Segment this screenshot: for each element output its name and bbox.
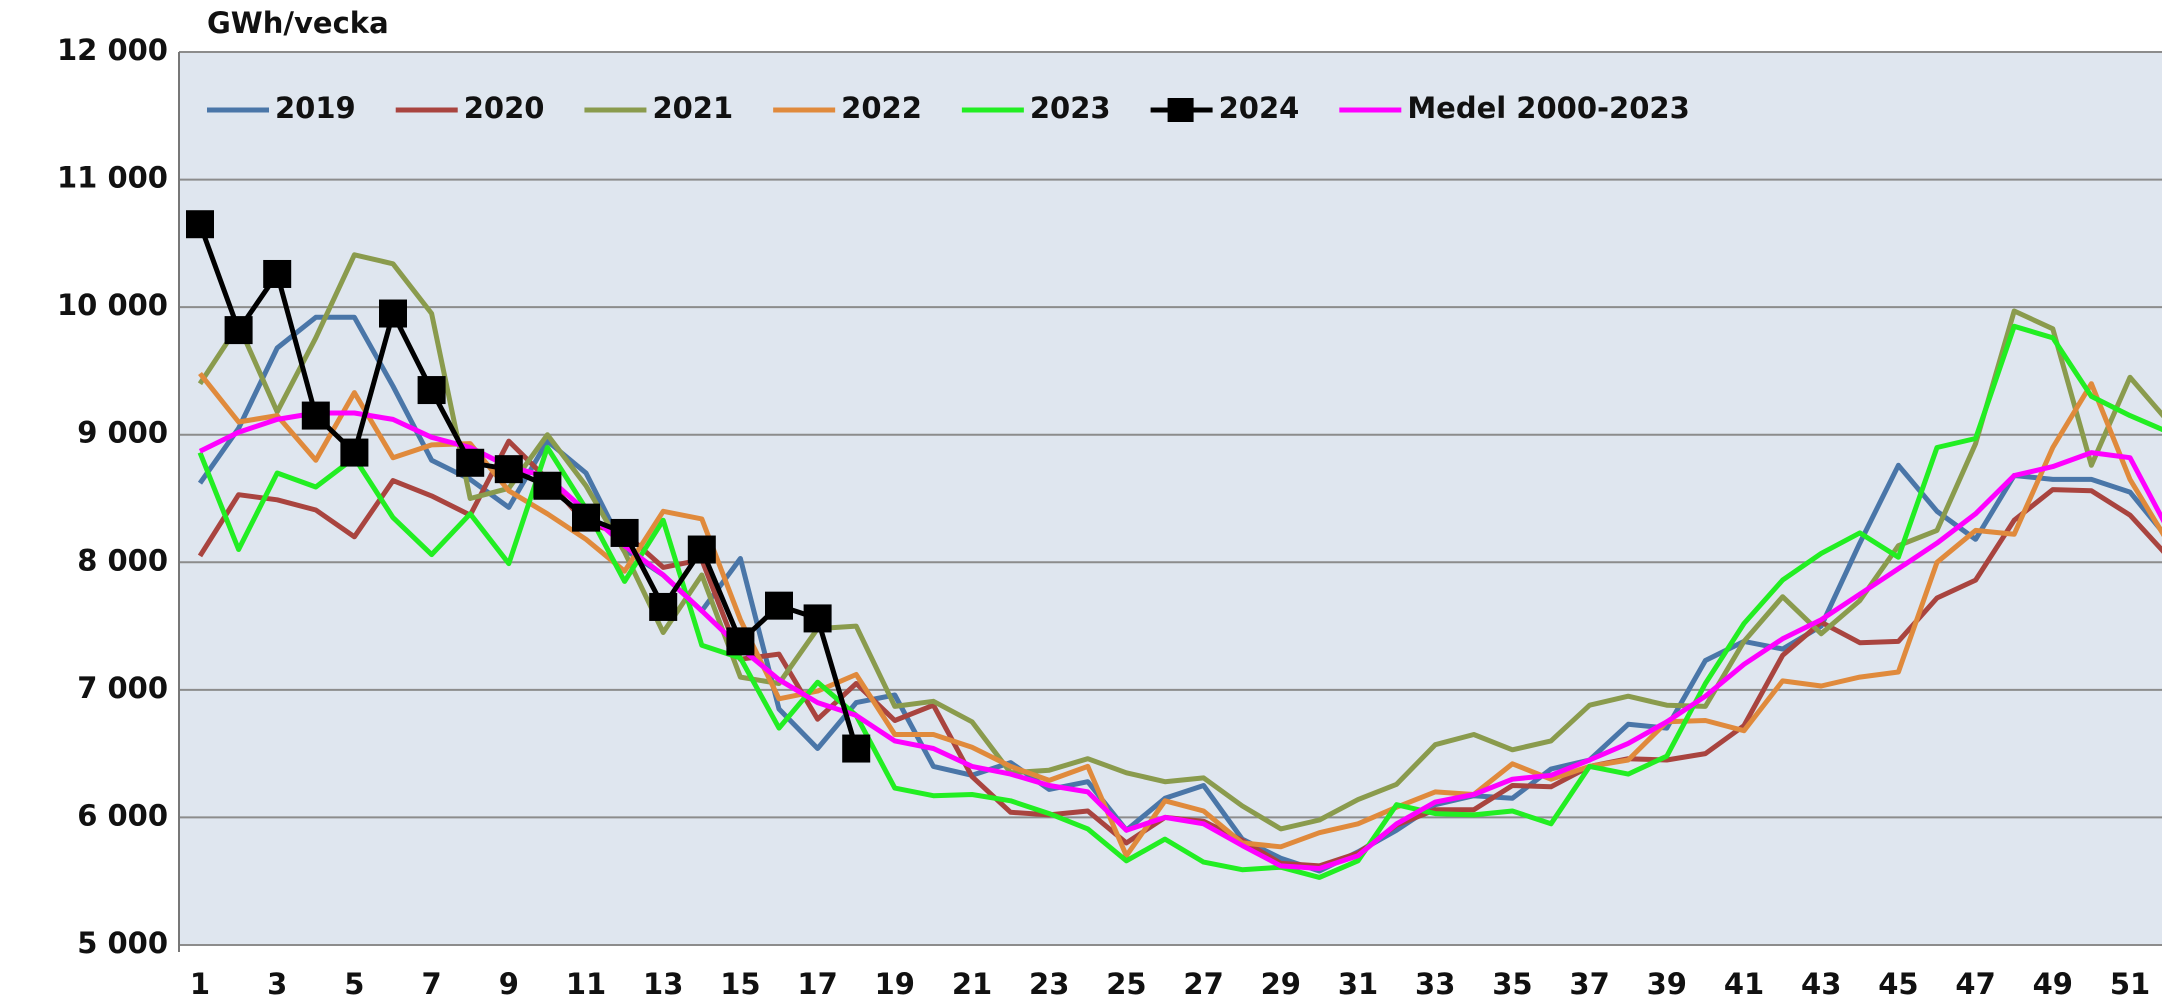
x-tick-label: 39 [1647, 967, 1687, 1001]
series-marker [224, 316, 253, 345]
series-marker [186, 210, 214, 239]
series-marker [572, 503, 600, 532]
y-tick-label: 7 000 [77, 671, 168, 705]
x-tick-label: 43 [1801, 967, 1841, 1001]
x-tick-label: 29 [1261, 967, 1301, 1001]
x-tick-label: 7 [422, 967, 442, 1001]
series-marker [803, 604, 832, 633]
x-tick-label: 21 [952, 967, 992, 1001]
series-marker [417, 376, 446, 405]
series-marker [610, 518, 639, 547]
x-tick-label: 41 [1724, 967, 1764, 1001]
series-marker [842, 734, 871, 763]
legend-label: 2023 [1030, 91, 1111, 125]
x-tick-label: 9 [499, 967, 519, 1001]
legend-label: 2021 [652, 91, 733, 125]
x-tick-label: 47 [1955, 967, 1995, 1001]
x-tick-label: 31 [1338, 967, 1378, 1001]
x-tick-label: 13 [643, 967, 683, 1001]
x-tick-label: 25 [1106, 967, 1146, 1001]
x-tick-label: 23 [1029, 967, 1069, 1001]
series-marker [649, 592, 678, 621]
x-tick-label: 35 [1492, 967, 1532, 1001]
y-tick-label: 10 000 [57, 288, 168, 322]
x-tick-label: 5 [344, 967, 364, 1001]
series-marker [687, 535, 716, 564]
series-marker [533, 471, 562, 500]
series-marker [379, 299, 407, 328]
x-tick-label: 37 [1569, 967, 1609, 1001]
series-marker [494, 455, 523, 484]
x-tick-label: 19 [875, 967, 915, 1001]
x-tick-label: 27 [1183, 967, 1223, 1001]
series-line [198, 410, 2162, 871]
series-line [197, 323, 2162, 880]
y-tick-label: 5 000 [77, 926, 168, 960]
legend-marker [1167, 98, 1194, 122]
x-tick-label: 11 [566, 967, 606, 1001]
x-tick-label: 33 [1415, 967, 1455, 1001]
x-tick-label: 49 [2033, 967, 2073, 1001]
x-tick-label: 1 [190, 967, 210, 1001]
series-marker [340, 438, 369, 467]
legend-label: Medel 2000-2023 [1407, 91, 1689, 125]
y-tick-label: 9 000 [77, 416, 168, 450]
series-marker [765, 591, 793, 620]
y-tick-label: 11 000 [57, 161, 168, 195]
x-tick-label: 45 [1878, 967, 1918, 1001]
x-tick-label: 15 [720, 967, 760, 1001]
legend-label: 2024 [1219, 91, 1300, 125]
series-marker [726, 627, 755, 656]
y-tick-label: 6 000 [77, 798, 168, 832]
series-marker [301, 401, 330, 430]
x-tick-label: 51 [2110, 967, 2150, 1001]
legend-label: 2022 [841, 91, 922, 125]
series-marker [263, 259, 292, 288]
legend-label: 2019 [275, 91, 356, 125]
x-tick-label: 3 [267, 967, 287, 1001]
series-line [197, 252, 2162, 832]
x-tick-label: 17 [797, 967, 837, 1001]
series-marker [456, 448, 485, 477]
legend-label: 2020 [464, 91, 545, 125]
y-tick-label: 12 000 [57, 33, 168, 67]
y-tick-label: 8 000 [77, 543, 168, 577]
y-axis-label: GWh/vecka [207, 6, 389, 40]
